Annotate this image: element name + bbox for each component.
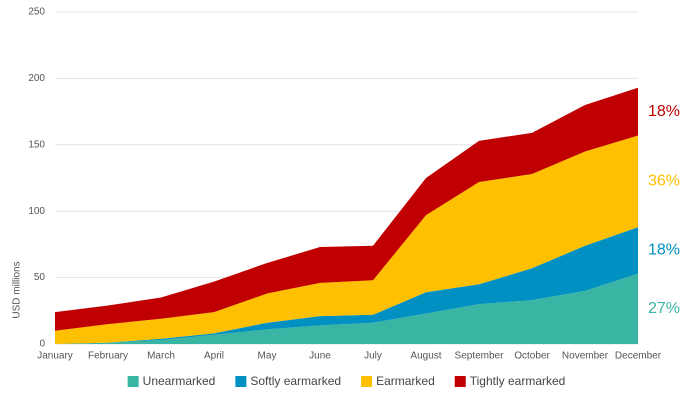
y-axis-label: USD millions (12, 261, 23, 318)
area (55, 227, 638, 344)
end-label: 18% (648, 242, 680, 259)
x-tick-label: November (562, 351, 609, 362)
legend-swatch (235, 376, 247, 387)
y-tick-label: 100 (28, 206, 45, 217)
legend-label: Earmarked (376, 374, 435, 388)
x-tick-label: October (514, 351, 550, 362)
legend-swatch (127, 376, 139, 387)
y-tick-label: 150 (28, 139, 45, 150)
x-tick-label: January (37, 351, 73, 362)
legend-label: Unearmarked (143, 374, 216, 388)
legend-label: Softly earmarked (250, 374, 341, 388)
area (55, 135, 638, 344)
end-label: 27% (648, 300, 680, 317)
legend-swatch (454, 376, 466, 387)
legend-label: Tightly earmarked (470, 374, 566, 388)
area (55, 273, 638, 344)
legend: Unearmarked Softly earmarked Earmarked Tigh… (127, 374, 566, 388)
x-tick-label: April (204, 351, 224, 362)
x-tick-label: May (258, 351, 277, 362)
end-label: 18% (648, 103, 680, 120)
x-tick-label: June (309, 351, 331, 362)
legend-swatch (361, 376, 373, 387)
end-label: 36% (648, 173, 680, 190)
x-tick-label: September (455, 351, 505, 362)
x-tick-label: July (364, 351, 382, 362)
x-tick-label: February (88, 351, 128, 362)
x-tick-label: December (615, 351, 662, 362)
y-tick-label: 50 (34, 272, 46, 283)
y-tick-label: 0 (39, 339, 45, 350)
area (55, 87, 638, 331)
y-tick-label: 250 (28, 7, 45, 18)
x-tick-label: August (410, 351, 441, 362)
x-tick-label: March (147, 351, 175, 362)
y-tick-label: 200 (28, 73, 45, 84)
